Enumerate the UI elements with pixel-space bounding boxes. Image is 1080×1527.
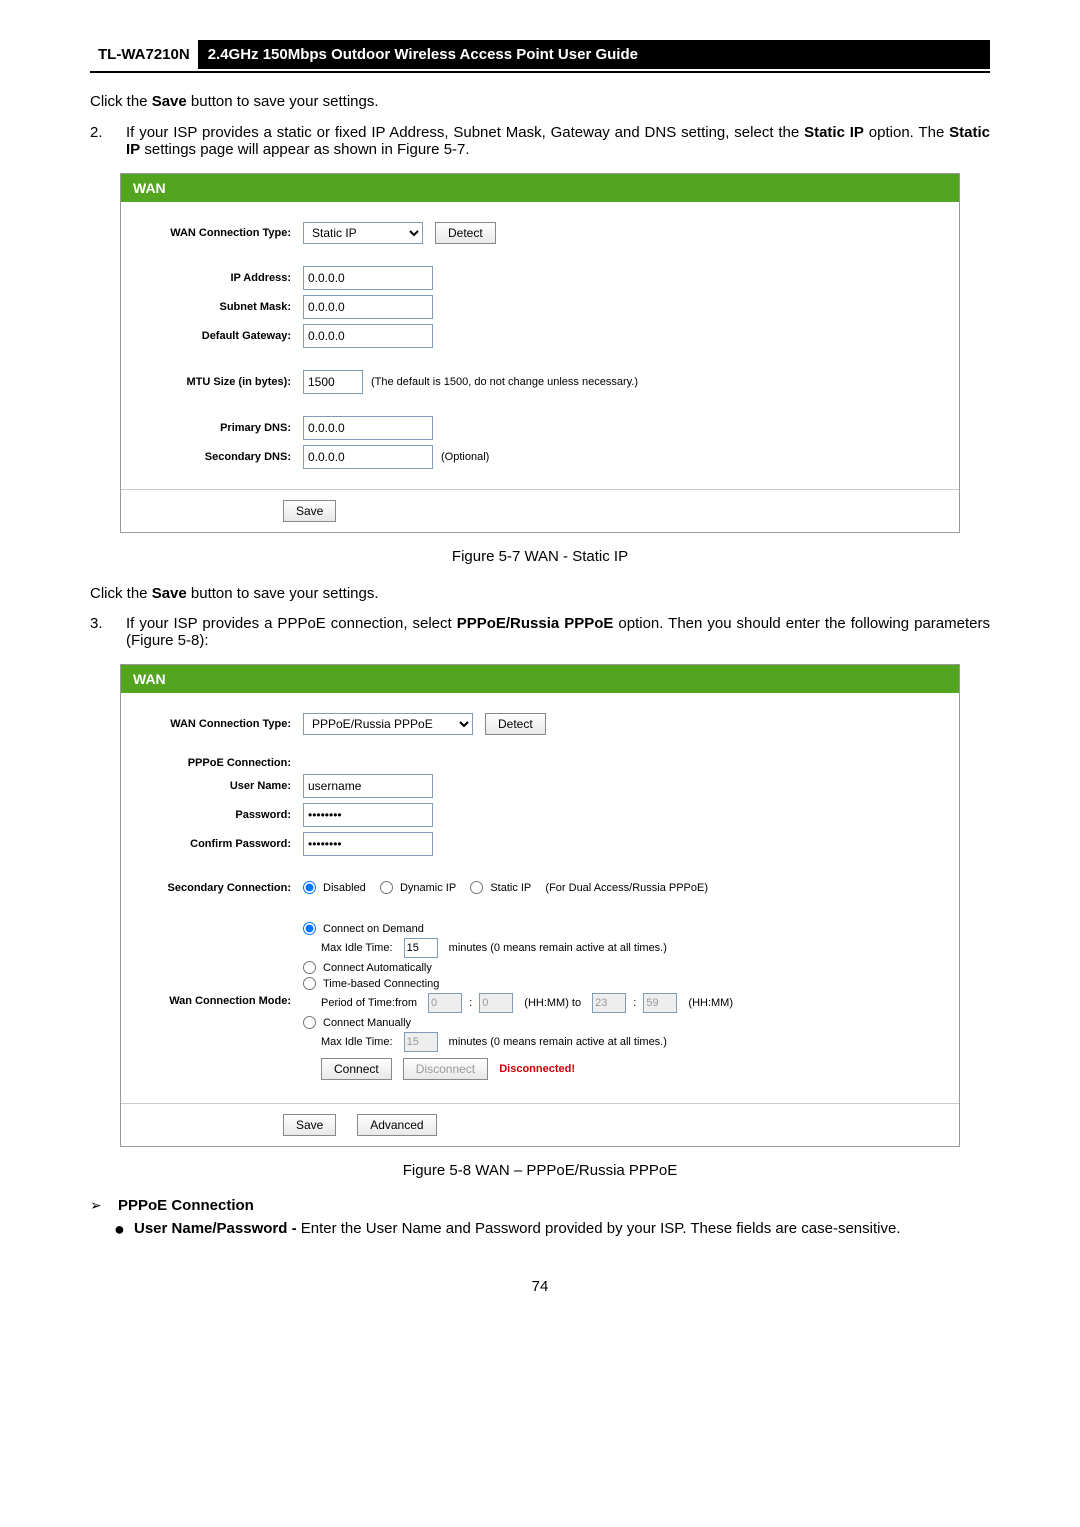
period-m1 xyxy=(479,993,513,1013)
idle-input-1[interactable] xyxy=(404,938,438,958)
conn-type-select-2[interactable]: PPPoE/Russia PPPoE xyxy=(303,713,473,735)
page-header: TL-WA7210N 2.4GHz 150Mbps Outdoor Wirele… xyxy=(90,40,990,73)
pdns-label: Primary DNS: xyxy=(141,422,303,434)
caption-5-8: Figure 5-8 WAN – PPPoE/Russia PPPoE xyxy=(90,1162,990,1179)
advanced-button[interactable]: Advanced xyxy=(357,1114,436,1136)
list-number: 2. xyxy=(90,124,126,158)
mode-demand-radio[interactable] xyxy=(303,922,316,935)
user-pass-bullet: ● User Name/Password - Enter the User Na… xyxy=(114,1220,990,1238)
pass-label: Password: xyxy=(141,809,303,821)
cpass-label: Confirm Password: xyxy=(141,838,303,850)
mask-label: Subnet Mask: xyxy=(141,301,303,313)
detect-button-2[interactable]: Detect xyxy=(485,713,546,735)
list-number: 3. xyxy=(90,615,126,649)
mask-input[interactable] xyxy=(303,295,433,319)
gw-input[interactable] xyxy=(303,324,433,348)
period-h2 xyxy=(592,993,626,1013)
period-m2 xyxy=(643,993,677,1013)
list-body: If your ISP provides a PPPoE connection,… xyxy=(126,615,990,649)
connect-button[interactable]: Connect xyxy=(321,1058,392,1080)
sec-static-radio[interactable] xyxy=(470,881,483,894)
cpass-input[interactable] xyxy=(303,832,433,856)
idle-input-2 xyxy=(404,1032,438,1052)
pass-input[interactable] xyxy=(303,803,433,827)
mode-time-radio[interactable] xyxy=(303,977,316,990)
pppoe-bullet: ➢ PPPoE Connection xyxy=(90,1197,990,1214)
mode-label: Wan Connection Mode: xyxy=(141,995,303,1007)
gw-label: Default Gateway: xyxy=(141,330,303,342)
save-button-fig2[interactable]: Save xyxy=(283,1114,336,1136)
save-button-fig1[interactable]: Save xyxy=(283,500,336,522)
wan-header: WAN xyxy=(121,174,959,202)
sec-conn-label: Secondary Connection: xyxy=(141,882,303,894)
disconnect-button: Disconnect xyxy=(403,1058,488,1080)
conn-type-label-2: WAN Connection Type: xyxy=(141,718,303,730)
pdns-input[interactable] xyxy=(303,416,433,440)
ip-label: IP Address: xyxy=(141,272,303,284)
model-number: TL-WA7210N xyxy=(90,42,198,67)
arrow-icon: ➢ xyxy=(90,1197,118,1214)
mtu-input[interactable] xyxy=(303,370,363,394)
pppoe-conn-label: PPPoE Connection: xyxy=(141,757,303,769)
mode-auto-radio[interactable] xyxy=(303,961,316,974)
user-label: User Name: xyxy=(141,780,303,792)
figure-pppoe: WAN WAN Connection Type: PPPoE/Russia PP… xyxy=(120,664,960,1147)
conn-type-label: WAN Connection Type: xyxy=(141,227,303,239)
sdns-note: (Optional) xyxy=(441,451,489,463)
detect-button[interactable]: Detect xyxy=(435,222,496,244)
mode-manual-radio[interactable] xyxy=(303,1016,316,1029)
sec-disabled-radio[interactable] xyxy=(303,881,316,894)
sdns-input[interactable] xyxy=(303,445,433,469)
period-h1 xyxy=(428,993,462,1013)
paragraph-save-1: Click the Save button to save your setti… xyxy=(90,91,990,114)
page-number: 74 xyxy=(90,1278,990,1295)
wan-header-2: WAN xyxy=(121,665,959,693)
conn-type-select[interactable]: Static IP xyxy=(303,222,423,244)
list-item-2: 2. If your ISP provides a static or fixe… xyxy=(90,124,990,158)
figure-static-ip: WAN WAN Connection Type: Static IP Detec… xyxy=(120,173,960,533)
sdns-label: Secondary DNS: xyxy=(141,451,303,463)
user-input[interactable] xyxy=(303,774,433,798)
caption-5-7: Figure 5-7 WAN - Static IP xyxy=(90,548,990,565)
conn-status: Disconnected! xyxy=(499,1063,575,1075)
dot-icon: ● xyxy=(114,1220,134,1238)
ip-input[interactable] xyxy=(303,266,433,290)
mtu-label: MTU Size (in bytes): xyxy=(141,376,303,388)
guide-title: 2.4GHz 150Mbps Outdoor Wireless Access P… xyxy=(198,40,990,69)
list-item-3: 3. If your ISP provides a PPPoE connecti… xyxy=(90,615,990,649)
list-body: If your ISP provides a static or fixed I… xyxy=(126,124,990,158)
sec-dynamic-radio[interactable] xyxy=(380,881,393,894)
paragraph-save-2: Click the Save button to save your setti… xyxy=(90,583,990,606)
mtu-note: (The default is 1500, do not change unle… xyxy=(371,376,638,388)
